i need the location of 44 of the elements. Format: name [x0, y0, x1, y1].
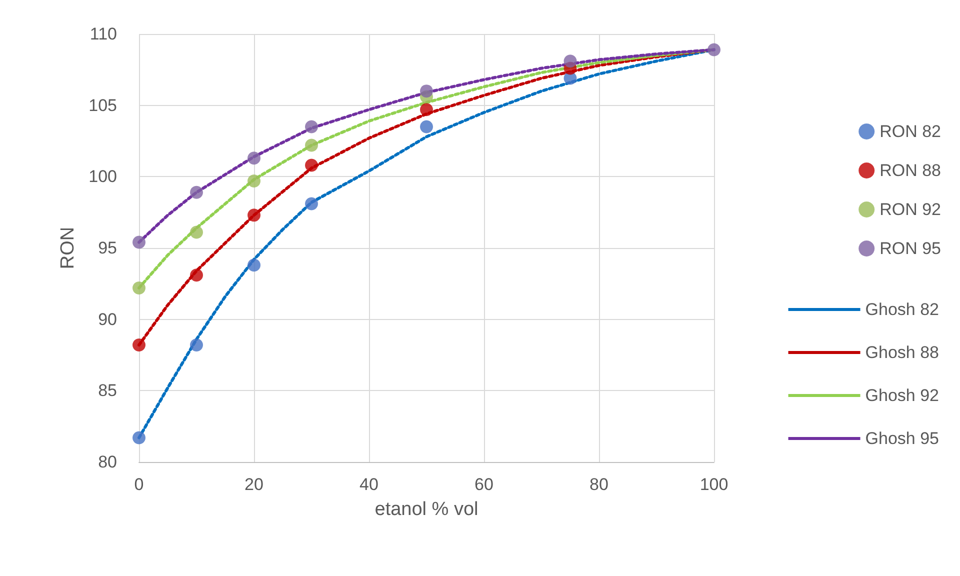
point	[248, 258, 260, 272]
point	[132, 281, 146, 294]
legend-label: RON 88	[880, 161, 942, 180]
legend-label: RON 92	[880, 200, 942, 219]
x-tick-label: 0	[134, 475, 144, 494]
x-tick-label: 60	[474, 475, 494, 494]
point	[708, 43, 720, 56]
point	[190, 226, 203, 239]
legend-label: Ghosh 82	[865, 300, 940, 319]
point	[248, 174, 260, 188]
point	[305, 158, 318, 172]
y-tick-label: 85	[98, 381, 117, 400]
point	[564, 54, 577, 68]
point	[305, 120, 318, 134]
point	[190, 186, 203, 199]
y-tick-label: 105	[88, 96, 117, 115]
y-tick-label: 80	[98, 452, 117, 472]
legend-label: Ghosh 92	[865, 386, 940, 405]
x-tick-label: 40	[360, 475, 378, 494]
y-axis-title: RON	[58, 226, 79, 270]
y-tick-label: 90	[98, 310, 117, 329]
legend-label: RON 95	[880, 239, 942, 258]
point	[420, 120, 433, 134]
x-tick-label: 80	[590, 475, 608, 494]
point	[190, 268, 203, 282]
x-tick-label: 20	[244, 475, 264, 494]
y-tick-label: 95	[98, 238, 117, 258]
x-tick-label: 100	[700, 475, 728, 494]
point	[248, 208, 260, 222]
point	[248, 152, 260, 165]
y-tick-label: 100	[88, 167, 117, 186]
point	[305, 197, 318, 210]
y-tick-label: 110	[90, 24, 117, 44]
point	[132, 431, 146, 444]
point	[305, 138, 318, 152]
x-axis-title: etanol % vol	[374, 499, 478, 520]
legend-label: RON 82	[880, 122, 942, 141]
point	[132, 236, 146, 249]
point	[420, 84, 433, 98]
point	[420, 103, 433, 116]
point	[132, 338, 146, 352]
point	[190, 338, 203, 352]
legend-label: Ghosh 95	[865, 429, 940, 448]
legend-label: Ghosh 88	[865, 343, 940, 362]
